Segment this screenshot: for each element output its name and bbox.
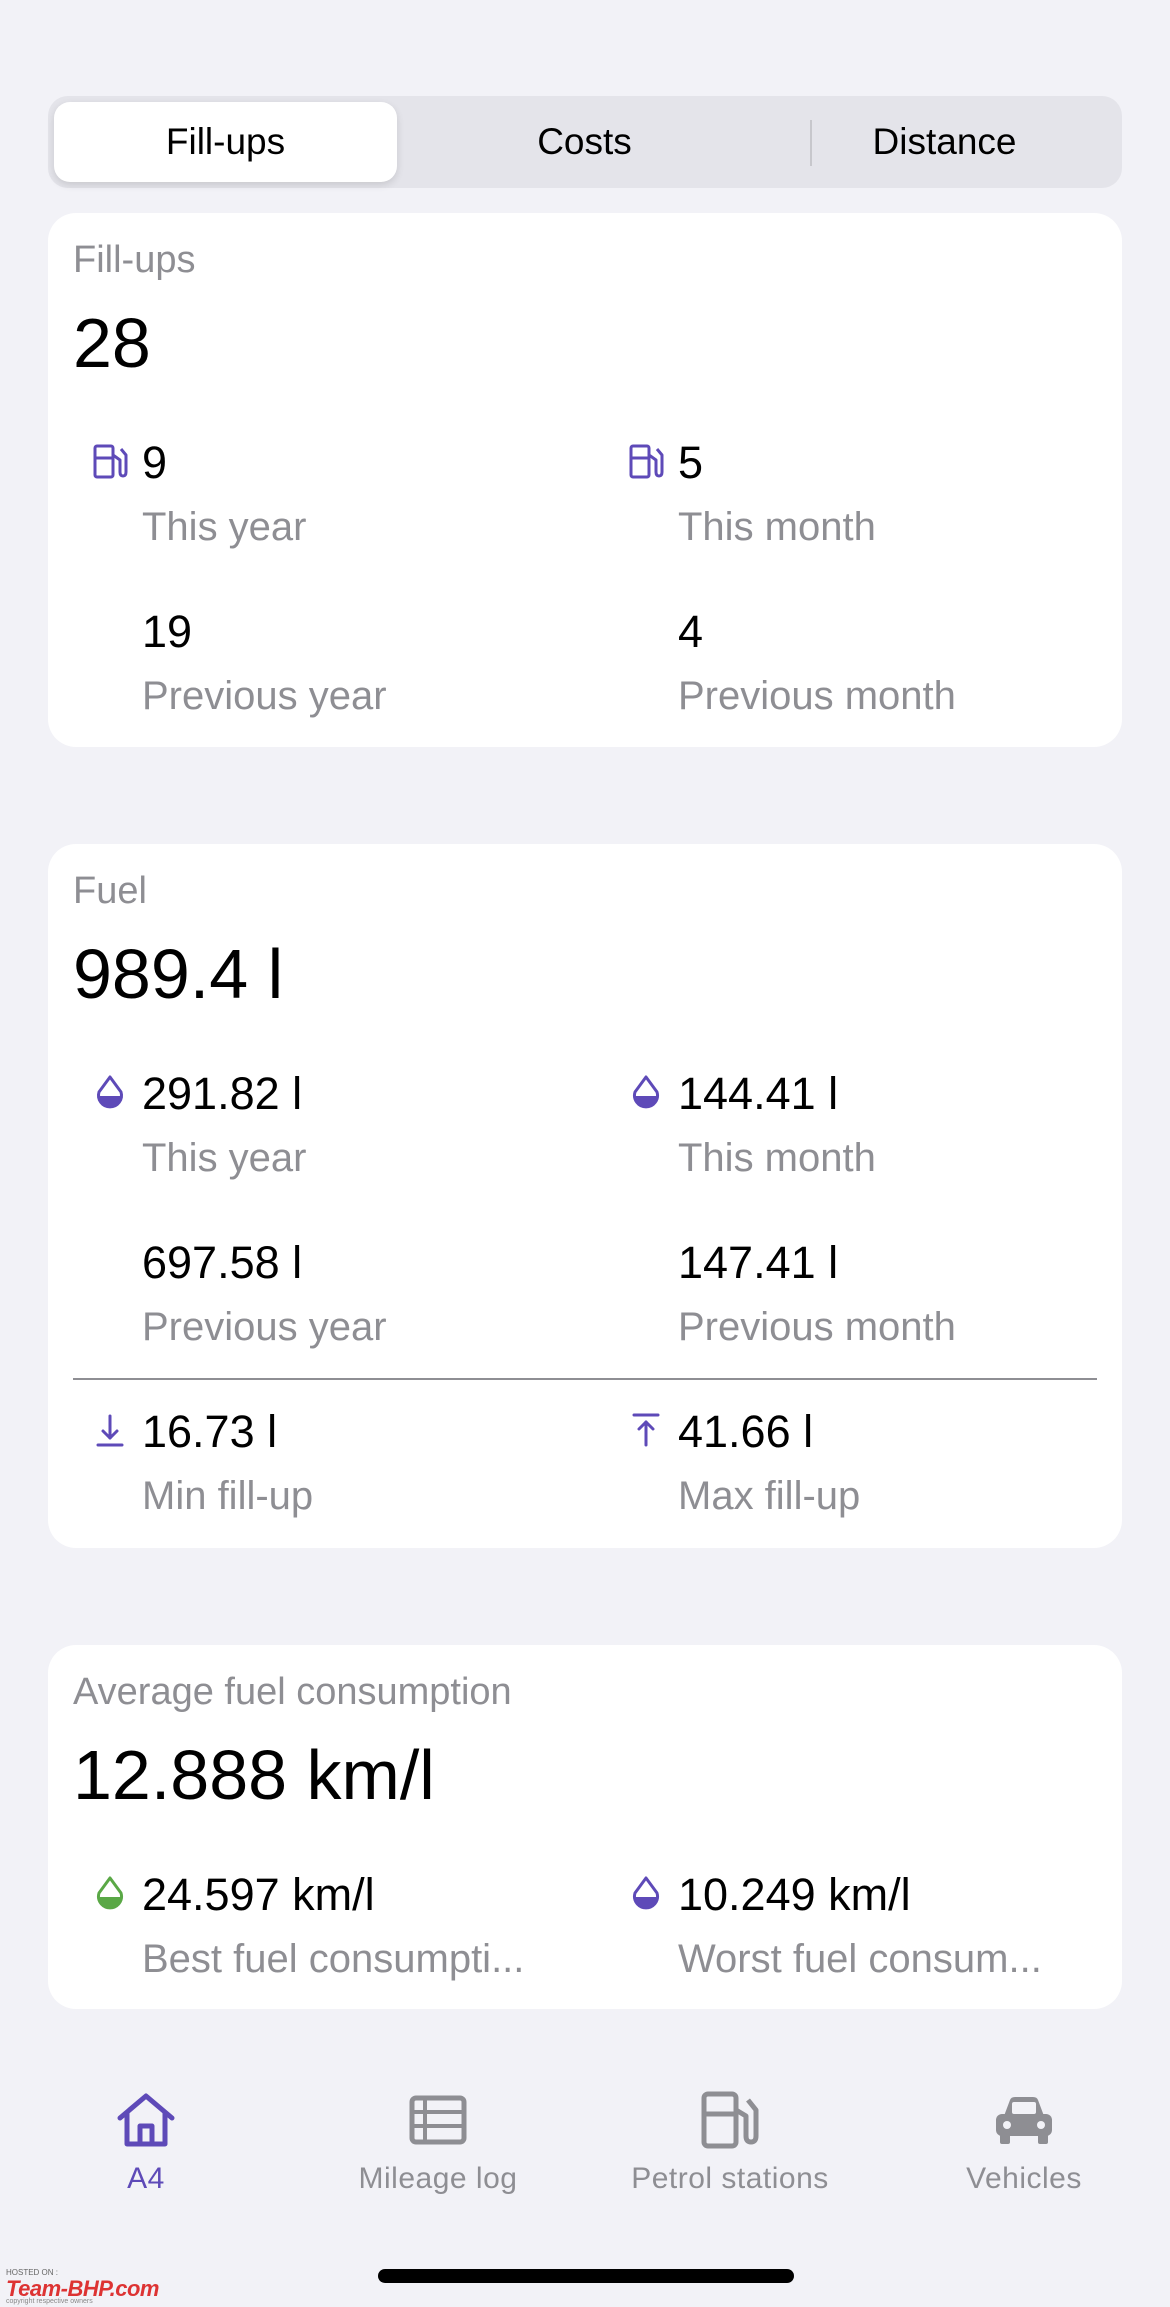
segment-distance[interactable]: Distance [872, 121, 1017, 162]
stat-best-consumption: 24.597 km/l Best fuel consumpti... [97, 1869, 612, 1984]
watermark-hosted: HOSTED ON : [6, 2268, 59, 2277]
house-icon [117, 2093, 175, 2147]
stat-label: Previous year [142, 674, 387, 718]
stat-previous-month: 4 Previous month [678, 606, 1158, 721]
tab-bar: A4 Mileage log Petrol stations Vehicles [0, 2070, 1170, 2210]
stat-value: 144.41 l [678, 1068, 839, 1119]
stat-label: Worst fuel consum... [678, 1937, 1042, 1981]
stat-this-month: 5 This month [629, 437, 1158, 552]
list-icon [409, 2095, 467, 2145]
stat-label: Previous month [678, 1305, 956, 1349]
segment-fill-ups[interactable]: Fill-ups [54, 102, 397, 182]
tab-label: A4 [127, 2162, 165, 2195]
green-drop-icon [97, 1876, 123, 1910]
home-indicator [378, 2269, 794, 2283]
stat-min-fillup: 16.73 l Min fill-up [96, 1406, 622, 1521]
divider [73, 1378, 1097, 1380]
fuel-pump-icon [629, 444, 664, 479]
stat-value: 4 [678, 606, 704, 657]
watermark-copyright: copyright respective owners [6, 2298, 93, 2305]
stat-value: 19 [142, 606, 193, 657]
stat-value: 10.249 km/l [678, 1869, 911, 1920]
stat-label: This year [142, 505, 307, 549]
stat-value: 16.73 l [142, 1406, 278, 1457]
purple-drop-icon [633, 1876, 659, 1910]
segmented-control: Fill-ups Costs Distance [48, 96, 1122, 188]
fill-ups-card: Fill-ups 28 9 This year 5 This month 19 … [48, 213, 1122, 747]
stat-max-fillup: 41.66 l Max fill-up [632, 1406, 1158, 1521]
stat-label: This month [678, 1136, 876, 1180]
tab-a4[interactable]: A4 [6, 2088, 286, 2196]
card-title: Average fuel consumption [73, 1671, 512, 1713]
stat-this-month: 144.41 l This month [633, 1068, 1158, 1183]
fuel-drop-icon [97, 1075, 123, 1109]
tab-vehicles[interactable]: Vehicles [884, 2088, 1164, 2196]
stat-previous-year: 19 Previous year [142, 606, 622, 721]
stat-label: Max fill-up [678, 1474, 861, 1518]
watermark: HOSTED ON : Team-BHP.com copyright respe… [4, 2268, 194, 2305]
stat-label: Previous month [678, 674, 956, 718]
card-total: 989.4 l [73, 935, 284, 1013]
stat-this-year: 291.82 l This year [97, 1068, 622, 1183]
segment-divider [810, 120, 812, 166]
stat-value: 291.82 l [142, 1068, 303, 1119]
fuel-card: Fuel 989.4 l 291.82 l This year 144.41 l… [48, 844, 1122, 1548]
card-title: Fill-ups [73, 239, 196, 281]
stat-previous-month: 147.41 l Previous month [678, 1237, 1158, 1352]
back-chevron-icon[interactable] [36, 0, 68, 10]
stat-value: 24.597 km/l [142, 1869, 375, 1920]
tab-mileage-log[interactable]: Mileage log [298, 2088, 578, 2196]
fuel-pump-icon [93, 444, 128, 479]
stat-value: 697.58 l [142, 1237, 303, 1288]
stat-this-year: 9 This year [93, 437, 622, 552]
segment-costs[interactable]: Costs [537, 121, 632, 162]
tab-label: Mileage log [358, 2162, 518, 2195]
arrow-down-to-line-icon [96, 1414, 124, 1447]
tab-label: Petrol stations [631, 2162, 829, 2195]
fuel-drop-icon [633, 1075, 659, 1109]
stat-label: Best fuel consumpti... [142, 1937, 525, 1981]
fuel-pump-icon [701, 2091, 759, 2149]
stat-previous-year: 697.58 l Previous year [142, 1237, 622, 1352]
tab-label: Vehicles [966, 2162, 1082, 2195]
watermark-brand: Team-BHP.com [6, 2276, 159, 2301]
stat-value: 9 [142, 437, 168, 488]
card-total: 28 [73, 304, 151, 382]
card-title: Fuel [73, 870, 147, 912]
consumption-card: Average fuel consumption 12.888 km/l 24.… [48, 1645, 1122, 2009]
stat-value: 147.41 l [678, 1237, 839, 1288]
arrow-up-to-line-icon [632, 1413, 660, 1447]
card-total: 12.888 km/l [73, 1736, 435, 1814]
stat-worst-consumption: 10.249 km/l Worst fuel consum... [633, 1869, 1098, 1984]
stat-label: This month [678, 505, 876, 549]
stat-value: 5 [678, 437, 704, 488]
stat-label: Previous year [142, 1305, 387, 1349]
tab-petrol-stations[interactable]: Petrol stations [590, 2088, 870, 2196]
stat-label: This year [142, 1136, 307, 1180]
stat-label: Min fill-up [142, 1474, 314, 1518]
car-icon [996, 2097, 1052, 2144]
stat-value: 41.66 l [678, 1406, 814, 1457]
